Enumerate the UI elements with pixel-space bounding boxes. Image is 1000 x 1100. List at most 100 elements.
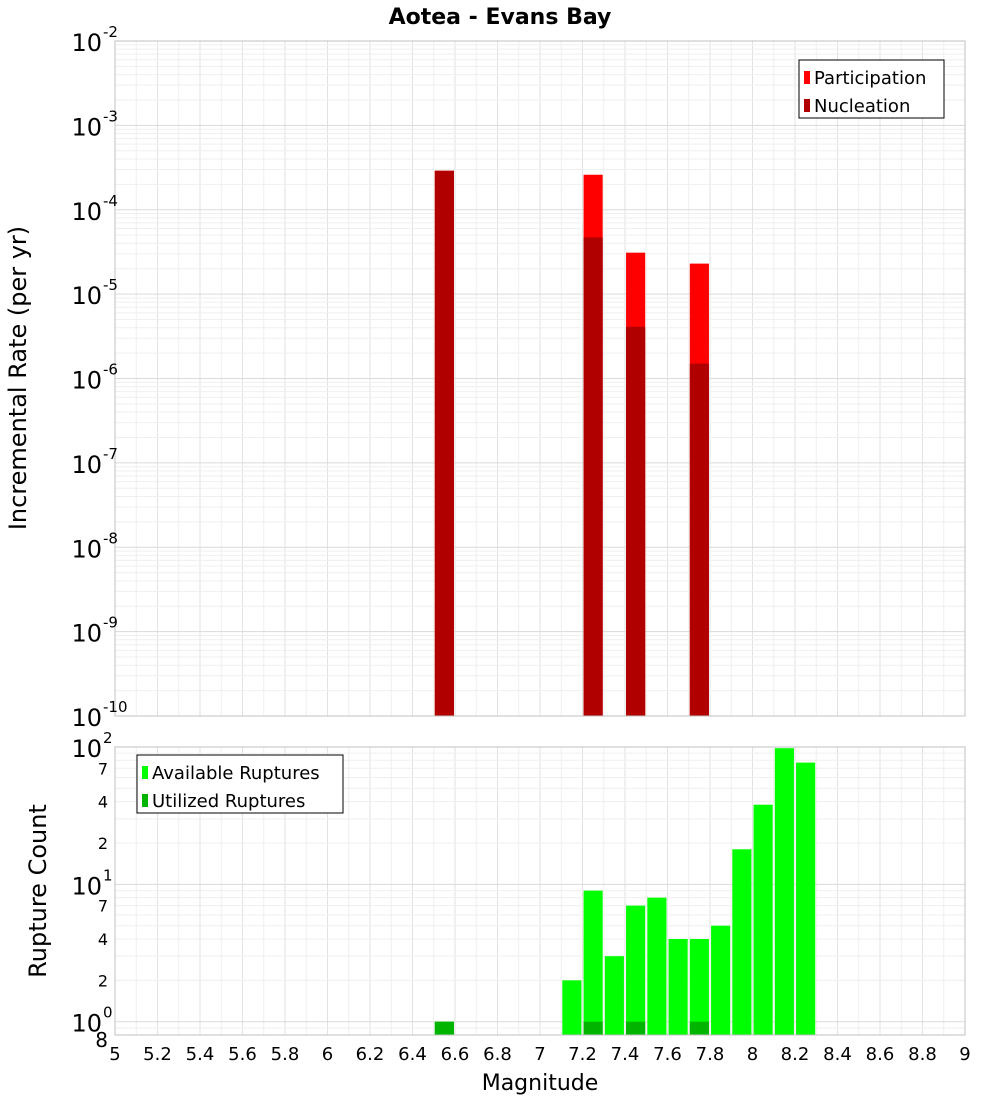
bar-available-ruptures	[796, 762, 816, 1035]
count-y-axis-label: Rupture Count	[24, 804, 52, 978]
legend-label: Utilized Ruptures	[152, 791, 305, 812]
x-tick-label: 8.6	[866, 1044, 895, 1065]
count-legend: Available Ruptures Utilized Ruptures	[136, 754, 344, 814]
bar-available-ruptures	[732, 849, 752, 1035]
y-tick-label: 10	[71, 198, 102, 226]
rate-plot-frame	[114, 40, 966, 717]
x-tick-label: 6.2	[356, 1044, 385, 1065]
bar-utilized-ruptures	[583, 1021, 603, 1035]
count-gridlines	[115, 747, 965, 1035]
y-tick-exponent: -7	[103, 445, 118, 463]
y-tick-label: 8	[95, 1028, 108, 1052]
x-tick-label: 5.2	[143, 1044, 172, 1065]
rate-bars	[434, 170, 709, 716]
y-tick-exponent: 2	[103, 729, 113, 747]
y-tick-label: 10	[71, 451, 102, 479]
count-plot-frame	[114, 746, 966, 1036]
y-tick-label: 10	[71, 367, 102, 395]
x-tick-label: 8.2	[781, 1044, 810, 1065]
legend-swatch	[142, 766, 148, 779]
count-bars	[434, 748, 816, 1035]
legend-box	[798, 59, 945, 119]
x-tick-label: 8.8	[908, 1044, 937, 1065]
x-tick-label: 9	[959, 1044, 970, 1065]
x-tick-label: 6.6	[441, 1044, 470, 1065]
bar-available-ruptures	[626, 905, 646, 1035]
y-tick-label: 10	[71, 29, 102, 57]
legend-label: Available Ruptures	[152, 763, 320, 784]
y-tick-label: 10	[71, 704, 102, 732]
x-tick-label: 7	[534, 1044, 545, 1065]
y-tick-label: 10	[71, 735, 102, 763]
legend-label: Nucleation	[814, 96, 910, 117]
y-tick-label: 10	[71, 620, 102, 648]
bar-available-ruptures	[689, 939, 709, 1035]
legend-label: Participation	[814, 68, 926, 89]
y-tick-exponent: -9	[103, 614, 118, 632]
y-tick-label: 10	[71, 113, 102, 141]
y-tick-exponent: -8	[103, 529, 118, 547]
x-tick-label: 7.4	[611, 1044, 640, 1065]
x-axis-label: Magnitude	[482, 1071, 599, 1096]
chart-title: Aotea - Evans Bay	[389, 5, 612, 30]
y-tick-exponent: -4	[103, 192, 118, 210]
y-tick-label: 7	[98, 759, 108, 778]
x-tick-label: 7.6	[653, 1044, 682, 1065]
bar-available-ruptures	[647, 897, 667, 1035]
bar-available-ruptures	[562, 980, 582, 1035]
bar-utilized-ruptures	[689, 1021, 709, 1035]
y-tick-exponent: 1	[103, 866, 113, 884]
x-tick-labels: 5 5.2 5.4 5.6 5.8 6 6.2 6.4 6.6 6.8 7 7.2 7.4 7.6 7.8 8…	[109, 1044, 970, 1065]
bar-available-ruptures	[753, 804, 773, 1035]
y-tick-exponent: -5	[103, 276, 118, 294]
y-tick-exponent: -3	[103, 107, 118, 125]
y-tick-exponent: -2	[103, 23, 118, 41]
bar-nucleation	[583, 237, 603, 716]
x-tick-label: 6.8	[483, 1044, 512, 1065]
y-tick-exponent: 0	[103, 1004, 113, 1022]
x-tick-label: 6	[322, 1044, 333, 1065]
bar-available-ruptures	[774, 748, 794, 1035]
bar-utilized-ruptures	[434, 1021, 454, 1035]
y-tick-label: 2	[98, 971, 108, 990]
bar-available-ruptures	[711, 925, 731, 1035]
rate-legend: Participation Nucleation	[798, 59, 945, 119]
x-tick-label: 5.8	[271, 1044, 300, 1065]
rate-gridlines	[115, 41, 965, 716]
y-tick-label: 2	[98, 834, 108, 853]
x-tick-label: 6.4	[398, 1044, 427, 1065]
y-tick-label: 4	[98, 793, 108, 812]
bar-available-ruptures	[668, 939, 688, 1035]
y-tick-label: 10	[71, 1010, 102, 1038]
y-tick-label: 10	[71, 535, 102, 563]
y-tick-exponent: -6	[103, 361, 118, 379]
y-tick-label: 10	[71, 872, 102, 900]
rate-y-axis-label: Incremental Rate (per yr)	[4, 226, 32, 530]
x-tick-label: 8.4	[823, 1044, 852, 1065]
bar-nucleation	[434, 170, 454, 716]
legend-box	[136, 754, 344, 814]
bar-available-ruptures	[604, 956, 624, 1035]
x-tick-label: 5.4	[186, 1044, 215, 1065]
x-tick-label: 7.8	[696, 1044, 725, 1065]
legend-swatch	[804, 99, 810, 112]
bar-available-ruptures	[583, 890, 603, 1035]
x-tick-label: 7.2	[568, 1044, 597, 1065]
x-tick-label: 5	[109, 1044, 120, 1065]
y-tick-label: 4	[98, 930, 108, 949]
y-tick-label: 7	[98, 897, 108, 916]
y-tick-exponent: -10	[103, 698, 128, 716]
legend-swatch	[804, 71, 810, 84]
legend-swatch	[142, 794, 148, 807]
bar-nucleation	[626, 326, 646, 716]
bar-utilized-ruptures	[626, 1021, 646, 1035]
y-tick-label: 10	[71, 282, 102, 310]
bar-nucleation	[689, 363, 709, 716]
x-tick-label: 8	[747, 1044, 758, 1065]
x-tick-label: 5.6	[228, 1044, 257, 1065]
